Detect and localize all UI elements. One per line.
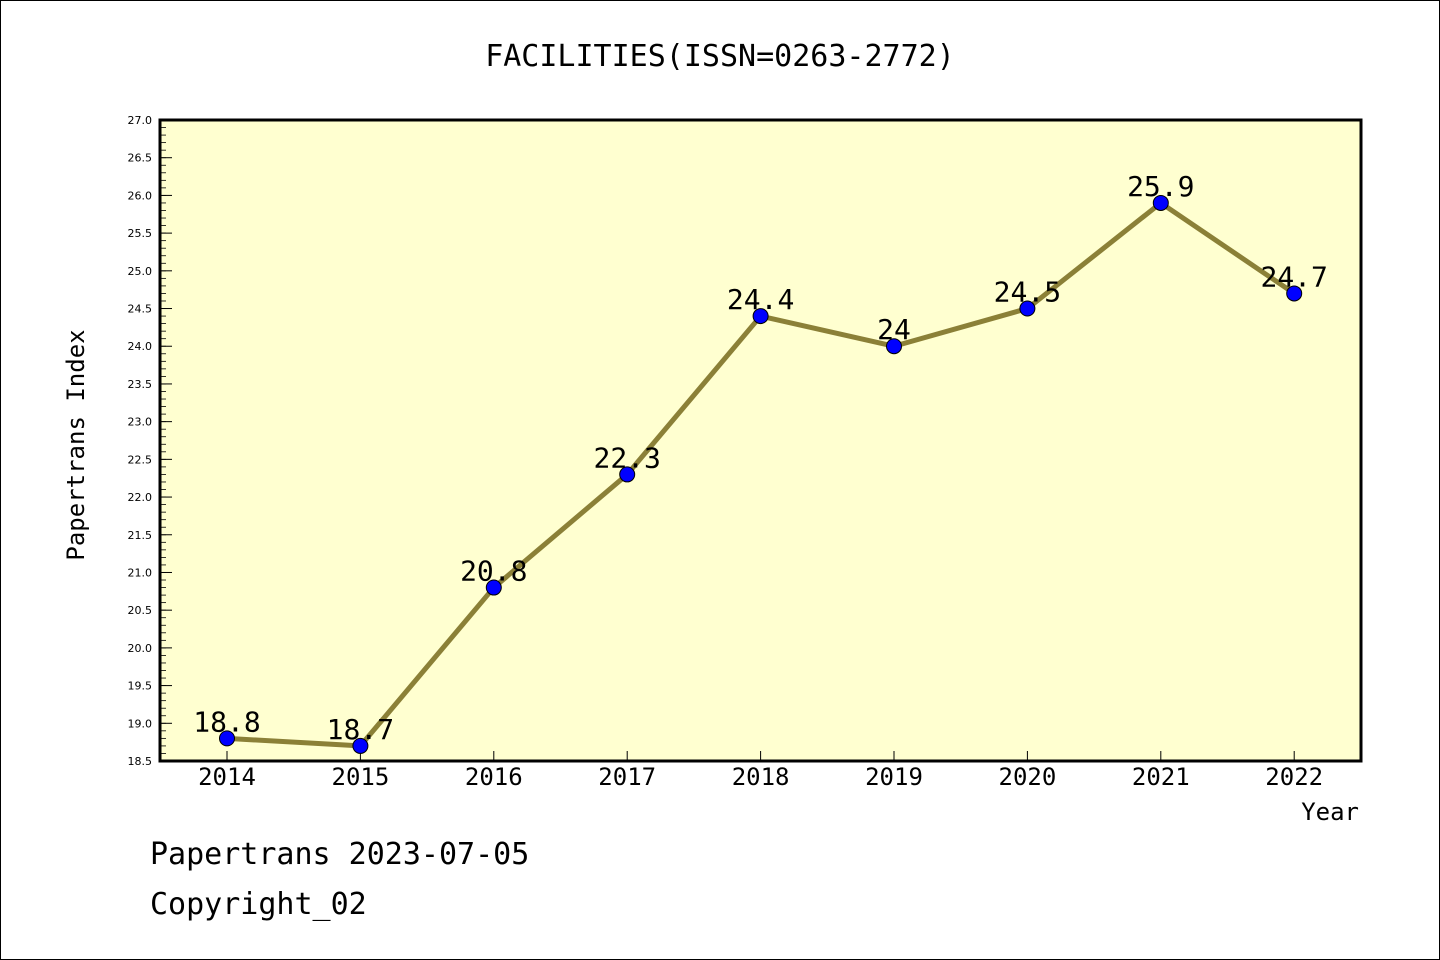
x-tick-label: 2022 xyxy=(1265,763,1323,791)
y-tick-label: 19.5 xyxy=(128,680,153,693)
y-tick-label: 20.0 xyxy=(128,642,153,655)
data-point xyxy=(485,579,502,596)
x-tick-label: 2014 xyxy=(198,763,256,791)
y-axis: 18.5 19.0 19.5 20.0 20.5 21.0 21.5 22.0 22.5 23.0… xyxy=(128,114,172,768)
y-tick-label: 21.5 xyxy=(128,529,153,542)
data-markers xyxy=(219,194,1303,754)
y-tick-label: 18.5 xyxy=(128,755,153,768)
data-label: 24.4 xyxy=(727,283,794,316)
y-tick-label: 26.0 xyxy=(128,189,153,202)
data-point xyxy=(352,737,369,754)
y-tick-label: 24.5 xyxy=(128,303,153,316)
data-point xyxy=(752,308,769,325)
x-axis-label: Year xyxy=(1301,798,1359,826)
data-label: 22.3 xyxy=(593,441,660,474)
y-tick-label: 25.0 xyxy=(128,265,153,278)
x-tick-label: 2021 xyxy=(1132,763,1190,791)
plot-area xyxy=(158,118,1363,763)
y-tick-label: 26.5 xyxy=(128,152,153,165)
data-label: 18.7 xyxy=(327,713,394,746)
data-point xyxy=(219,730,235,747)
y-tick-label: 22.5 xyxy=(128,453,153,466)
y-tick-label: 22.0 xyxy=(128,491,153,504)
data-label: 25.9 xyxy=(1127,170,1194,203)
data-point xyxy=(1152,194,1169,211)
x-tick-label: 2016 xyxy=(465,763,523,791)
y-tick-label: 23.0 xyxy=(128,416,153,429)
y-tick-label: 19.0 xyxy=(128,717,153,730)
data-label: 24.5 xyxy=(994,276,1061,309)
x-axis: 2014 2015 2016 2017 2018 2019 2020 2021 2022 xyxy=(198,751,1323,791)
data-labels: 18.8 18.7 20.8 22.3 24.4 24 24.5 25.9 24.7 xyxy=(193,170,1328,746)
x-tick-label: 2020 xyxy=(999,763,1057,791)
y-tick-label: 27.0 xyxy=(128,114,153,127)
y-tick-label: 20.5 xyxy=(128,604,153,617)
data-point xyxy=(1286,285,1303,302)
x-tick-label: 2019 xyxy=(865,763,923,791)
chart-title: FACILITIES(ISSN=0263-2772) xyxy=(485,39,955,74)
footer-date-line: Papertrans 2023-07-05 xyxy=(150,837,529,872)
data-point xyxy=(1019,300,1036,317)
data-label: 20.8 xyxy=(460,555,527,588)
y-axis-label: Papertrans Index xyxy=(62,329,90,560)
y-tick-label: 21.0 xyxy=(128,566,153,579)
x-tick-label: 2018 xyxy=(732,763,790,791)
data-label: 24 xyxy=(877,313,911,346)
x-tick-label: 2015 xyxy=(332,763,390,791)
y-tick-label: 24.0 xyxy=(128,340,153,353)
data-label: 24.7 xyxy=(1260,260,1327,293)
data-point xyxy=(886,338,902,355)
footer-copyright-line: Copyright_02 xyxy=(150,887,367,922)
data-label: 18.8 xyxy=(193,705,260,738)
y-tick-label: 23.5 xyxy=(128,378,153,391)
data-point xyxy=(619,466,636,483)
x-tick-label: 2017 xyxy=(598,763,656,791)
y-tick-label: 25.5 xyxy=(128,227,153,240)
